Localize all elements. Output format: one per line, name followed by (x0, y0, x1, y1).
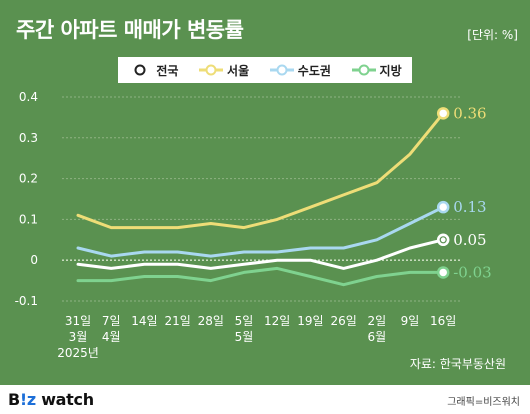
legend-item-provinces: 지방 (351, 62, 402, 79)
series-end-marker-inner (439, 236, 447, 244)
x-tick-label: 31일 (65, 314, 91, 328)
x-tick-label: 5일 (235, 314, 254, 328)
y-tick-label: 0.1 (19, 212, 38, 226)
legend-swatch-provinces (351, 64, 376, 76)
x-tick-sublabel: 4월 (102, 330, 121, 344)
series-end-label: 0.05 (453, 231, 486, 249)
x-tick-label: 9일 (401, 314, 420, 328)
x-tick-label: 12일 (264, 314, 290, 328)
legend-label-national: 전국 (156, 63, 179, 78)
y-tick-label: 0.3 (19, 131, 38, 145)
series-end-marker (436, 200, 450, 214)
legend-item-capital-area: 수도권 (269, 62, 331, 79)
legend: 전국 서울 수도권 지방 (118, 57, 412, 83)
legend-label-seoul: 서울 (227, 63, 250, 78)
series-end-marker (436, 107, 450, 120)
legend-label-provinces: 지방 (379, 63, 402, 78)
x-tick-label: 14일 (131, 314, 157, 328)
y-tick-label: 0 (30, 253, 38, 267)
series-end-label: -0.03 (453, 263, 491, 281)
unit-label: [단위: %] (467, 28, 518, 42)
series-line (76, 266, 445, 287)
x-tick-sublabel: 6월 (367, 330, 386, 344)
series-line (76, 205, 445, 258)
x-tick-sublabel: 3월 (69, 330, 88, 344)
x-tick-sublabel: 2025년 (57, 346, 99, 360)
x-tick-label: 2일 (367, 314, 386, 328)
footer-bar: B!z watch 그래픽=비즈워치 (0, 385, 530, 414)
legend-swatch-national (128, 64, 153, 76)
legend-label-capital-area: 수도권 (297, 63, 331, 78)
x-tick-label: 28일 (198, 314, 224, 328)
bizwatch-logo: B!z watch (8, 390, 94, 409)
legend-item-seoul: 서울 (199, 62, 249, 79)
series-end-label: 0.13 (453, 198, 486, 216)
y-tick-label: 0.4 (19, 90, 38, 104)
chart-title: 주간 아파트 매매가 변동률 (16, 18, 244, 42)
x-tick-label: 16일 (430, 314, 456, 328)
legend-swatch-seoul (199, 64, 224, 76)
source-note: 자료: 한국부동산원 (409, 357, 506, 371)
line-chart: -0.1 0 0.1 0.2 0.3 0.4 31일 3월 2025년 7일 4월 14일 21일 28일… (15, 90, 492, 360)
x-tick-label: 7일 (102, 314, 121, 328)
x-tick-label: 19일 (297, 314, 323, 328)
graphic-credit: 그래픽=비즈워치 (447, 397, 520, 408)
y-tick-label: -0.1 (15, 294, 38, 308)
series-end-label: 0.36 (453, 104, 486, 122)
x-tick-label: 26일 (330, 314, 356, 328)
series-line (76, 238, 445, 270)
x-tick-sublabel: 5월 (235, 330, 254, 344)
x-tick-label: 21일 (164, 314, 190, 328)
legend-swatch-capital-area (269, 64, 294, 76)
series-line (76, 111, 445, 230)
legend-item-national: 전국 (128, 62, 178, 79)
series-end-marker (436, 266, 450, 279)
y-tick-label: 0.2 (19, 172, 38, 186)
